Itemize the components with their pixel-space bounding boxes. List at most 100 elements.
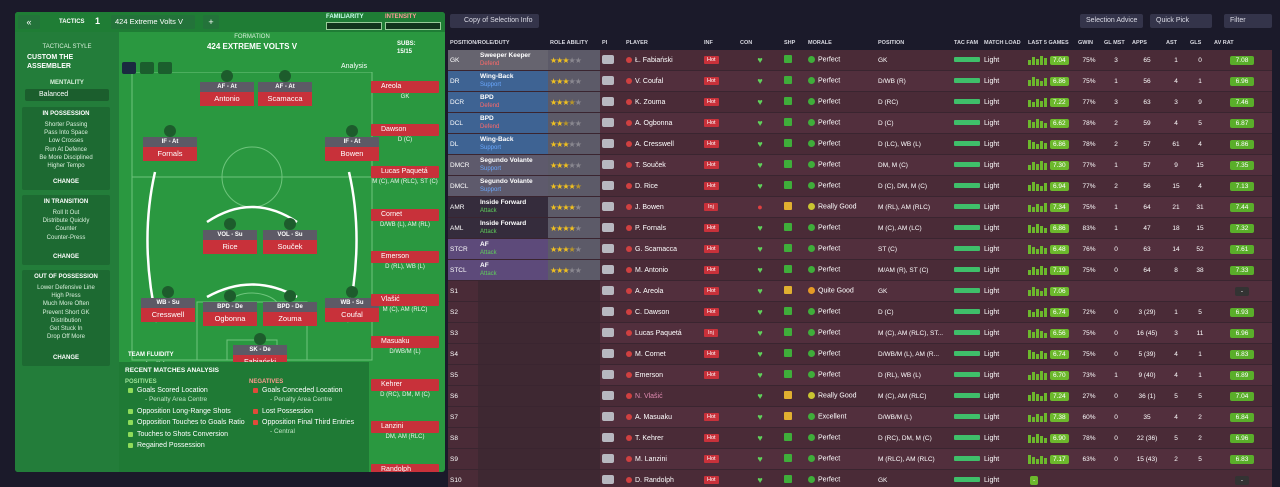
player-name: M. Lanzini: [635, 455, 667, 463]
player-card[interactable]: BPD - De Ogbonna: [203, 290, 257, 326]
add-tactic[interactable]: +: [203, 15, 219, 29]
column-header[interactable]: MORALE: [806, 36, 876, 50]
apps: 15 (43): [1130, 448, 1164, 470]
column-header[interactable]: AV RAT: [1212, 36, 1272, 50]
tac-fam-bar: [954, 392, 980, 398]
sub-player[interactable]: Vlašić M (C), AM (RLC): [371, 293, 439, 315]
view-1[interactable]: [122, 62, 136, 74]
player-row[interactable]: S7 A. Masuaku Hot ♥ Excellent D/WB/M (L) Light…: [448, 406, 1272, 428]
player-row[interactable]: S5 Emerson Hot ♥ Perfect D (RL), WB (L) Light 6…: [448, 364, 1272, 386]
column-header[interactable]: ROLE ABILITY: [548, 36, 600, 50]
player-row[interactable]: DCR BPD Defend ★★★★★ K. Zouma Hot ♥ Perfect D (R…: [448, 91, 1272, 113]
player-row[interactable]: GK Sweeper Keeper Defend ★★★★★ Ł. Fabiański H…: [448, 50, 1272, 71]
column-header[interactable]: CON: [738, 36, 782, 50]
condition: ♥: [757, 97, 763, 107]
sub-player[interactable]: Dawson D (C): [371, 123, 439, 145]
player-row[interactable]: DL Wing-Back Support ★★★★★ A. Cresswell Hot ♥ P…: [448, 133, 1272, 155]
sub-player[interactable]: Masuaku D/WB/M (L): [371, 336, 439, 357]
player-card[interactable]: IF - At Bowen: [325, 125, 379, 161]
player-row[interactable]: DR Wing-Back Support ★★★★★ V. Coufal Hot ♥ Perf…: [448, 70, 1272, 92]
condition: ♥: [757, 286, 763, 296]
apps: 9 (40): [1130, 364, 1164, 386]
player-name: D. Rice: [635, 182, 658, 190]
column-header[interactable]: PLAYER: [624, 36, 702, 50]
sub-player[interactable]: Cornet D/WB (L), AM (RL): [371, 208, 439, 230]
sub-player[interactable]: Lanzini DM, AM (RLC): [371, 421, 439, 442]
player-row[interactable]: STCL AF Attack ★★★★★ M. Antonio Hot ♥ Perfect M/…: [448, 259, 1272, 281]
view-3[interactable]: [158, 62, 172, 74]
player-icon: [626, 371, 632, 378]
player: V. Coufal: [624, 70, 702, 92]
average-rating: 7.13: [1229, 181, 1255, 191]
player-row[interactable]: DCL BPD Defend ★★★★★ A. Ogbonna Hot ♥ Perfect D …: [448, 112, 1272, 134]
column-header[interactable]: LAST 5 GAMES: [1026, 36, 1076, 50]
sub-name: Masuaku: [371, 336, 439, 348]
player-card[interactable]: VOL - Su Souček: [263, 218, 317, 254]
duty: Attack: [480, 250, 497, 256]
view-2[interactable]: [140, 62, 154, 74]
sub-player[interactable]: Emerson D (RL), WB (L): [371, 251, 439, 272]
column-header[interactable]: GWIN: [1076, 36, 1102, 50]
sub-player[interactable]: Lucas Paquetá M (C), AM (RLC), ST (C): [371, 166, 439, 187]
quick-pick[interactable]: Quick Pick: [1150, 14, 1212, 28]
player-row[interactable]: S10 D. Randolph Hot ♥ Perfect GK Light - -: [448, 469, 1272, 487]
sub-player[interactable]: Kehrer D (RC), DM, M (C): [371, 378, 439, 400]
analysis-button[interactable]: Analysis: [341, 63, 368, 70]
pi-icon: [602, 474, 614, 484]
player-row[interactable]: AMR Inside Forward Attack ★★★★★ J. Bowen Inj ●…: [448, 196, 1272, 218]
column-header[interactable]: SHP: [782, 36, 806, 50]
player-row[interactable]: AML Inside Forward Attack ★★★★★ P. Fornals Ho…: [448, 217, 1272, 239]
ability-stars: ★★★★★: [550, 203, 582, 212]
mentality-select[interactable]: Balanced: [25, 89, 109, 101]
player-row[interactable]: DMCL Segundo Volante Support ★★★★★ D. Rice Ho…: [448, 175, 1272, 197]
change-button[interactable]: CHANGE: [52, 254, 79, 260]
morale-text: Perfect: [818, 434, 841, 442]
player-row[interactable]: S6 N. Vlašić ♥ Really Good M (C), AM (RLC) Li…: [448, 385, 1272, 407]
tac-fam: [952, 91, 982, 113]
player-row[interactable]: S1 A. Areola Hot ♥ Quite Good GK Light 7.06 -: [448, 280, 1272, 302]
player-row[interactable]: STCR AF Attack ★★★★★ G. Scamacca Hot ♥ Perfect S…: [448, 238, 1272, 260]
player-card[interactable]: AF - At Scamacca: [258, 70, 312, 106]
con: ♥: [738, 175, 782, 197]
player-card[interactable]: WB - Su Coufal: [325, 286, 379, 322]
player-card[interactable]: IF - At Fornals: [143, 125, 197, 161]
change-button[interactable]: CHANGE: [52, 179, 79, 185]
player-card[interactable]: WB - Su Cresswell: [141, 286, 195, 322]
filter[interactable]: Filter: [1224, 14, 1272, 28]
player-row[interactable]: S4 M. Cornet Hot ♥ Perfect D/WB/M (L), AM (R.…: [448, 343, 1272, 365]
player-row[interactable]: S2 C. Dawson Hot ♥ Perfect D (C) Light 6.74 72% 0…: [448, 301, 1272, 323]
player: A. Areola: [624, 280, 702, 302]
player-row[interactable]: DMCR Segundo Volante Support ★★★★★ T. Souček…: [448, 154, 1272, 176]
player-row[interactable]: S3 Lucas Paquetá Inj ♥ Perfect M (C), AM (RLC…: [448, 322, 1272, 344]
sub-player[interactable]: RandolphGK: [371, 463, 439, 472]
column-header[interactable]: POSITION/ROLE/DUTY: [448, 36, 548, 50]
column-header[interactable]: MATCH LOAD: [982, 36, 1026, 50]
column-header[interactable]: POSITION: [876, 36, 952, 50]
player-row[interactable]: S9 M. Lanzini Hot ♥ Perfect M (RLC), AM (RLC)…: [448, 448, 1272, 470]
column-header[interactable]: GL MST: [1102, 36, 1130, 50]
player-card[interactable]: VOL - Su Rice: [203, 218, 257, 254]
tactic-select[interactable]: 424 Extreme Volts V: [111, 15, 195, 29]
view-select[interactable]: Copy of Selection Info: [450, 14, 539, 28]
column-header[interactable]: APPS: [1130, 36, 1164, 50]
player: J. Bowen: [624, 196, 702, 218]
last-5-rating: 6.74: [1050, 307, 1069, 317]
form-bar: [1036, 98, 1039, 107]
apps: 64: [1130, 259, 1164, 281]
back-button[interactable]: «: [18, 15, 40, 29]
column-header[interactable]: GLS: [1188, 36, 1212, 50]
morale: Perfect: [806, 154, 876, 176]
sub-player[interactable]: Areola GK: [371, 81, 439, 102]
last-5-rating: 6.62: [1050, 118, 1069, 128]
inf: Hot: [702, 238, 738, 260]
player-card[interactable]: AF - At Antonio: [200, 70, 254, 106]
column-header[interactable]: AST: [1164, 36, 1188, 50]
column-header[interactable]: TAC FAM: [952, 36, 982, 50]
gwin: 78%: [1076, 112, 1102, 134]
player-row[interactable]: S8 T. Kehrer Hot ♥ Perfect D (RC), DM, M (C) L…: [448, 427, 1272, 449]
selection-advice[interactable]: Selection Advice: [1080, 14, 1144, 28]
column-header[interactable]: INF: [702, 36, 738, 50]
player-card[interactable]: BPD - De Zouma: [263, 290, 317, 326]
column-header[interactable]: PI: [600, 36, 624, 50]
change-button[interactable]: CHANGE: [52, 355, 79, 361]
